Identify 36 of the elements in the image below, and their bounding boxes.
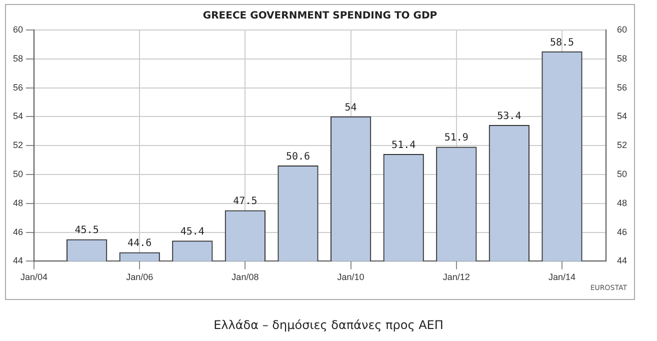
y-tick-label: 50 (12, 168, 24, 179)
y-tick-label: 52 (12, 140, 24, 150)
chart-title: GREECE GOVERNMENT SPENDING TO GDP (202, 10, 438, 22)
x-tick-label: Jan/12 (442, 272, 470, 282)
y-tick-label: 46 (12, 226, 24, 237)
text: Ελλάδα – δημόσιες δαπάνες προς ΑΕΠ (212, 318, 444, 332)
y-tick-label: 60 (12, 24, 24, 34)
y2-tick-label: 58 (616, 53, 628, 64)
y2-tick-label: 54 (616, 111, 628, 122)
y-tick-label: 48 (12, 198, 24, 208)
y2-tick-label: 46 (616, 226, 628, 237)
y-tick-label: 54 (12, 111, 24, 122)
data-label: 44.6 (128, 238, 152, 250)
data-label: 50.6 (286, 151, 310, 162)
y2-tick-label: 48 (616, 198, 628, 208)
x-tick-label: Jan/04 (20, 272, 48, 282)
data-label: 47.5 (233, 196, 258, 208)
data-label: 58.5 (550, 37, 574, 48)
y2-tick-label: 60 (616, 24, 628, 34)
data-label: 45.4 (180, 226, 204, 238)
x-tick-label: Jan/14 (548, 272, 576, 282)
y2-tick-label: 56 (616, 82, 628, 92)
y2-tick-label: 52 (616, 140, 628, 150)
data-label: 45.5 (74, 225, 99, 236)
y2-tick-label: 44 (616, 256, 628, 266)
x-tick-label: Jan/08 (232, 272, 259, 282)
data-label: 51.9 (444, 132, 468, 144)
y-tick-label: 44 (12, 256, 24, 266)
data-label: 54 (344, 102, 357, 114)
data-label: 51.4 (392, 140, 416, 151)
data-label: 53.4 (497, 110, 522, 122)
x-tick-label: Jan/06 (126, 272, 154, 282)
y-tick-label: 56 (12, 82, 24, 92)
y-tick-label: 58 (12, 53, 24, 64)
x-tick-label: Jan/10 (337, 272, 364, 282)
y2-tick-label: 50 (616, 168, 628, 179)
